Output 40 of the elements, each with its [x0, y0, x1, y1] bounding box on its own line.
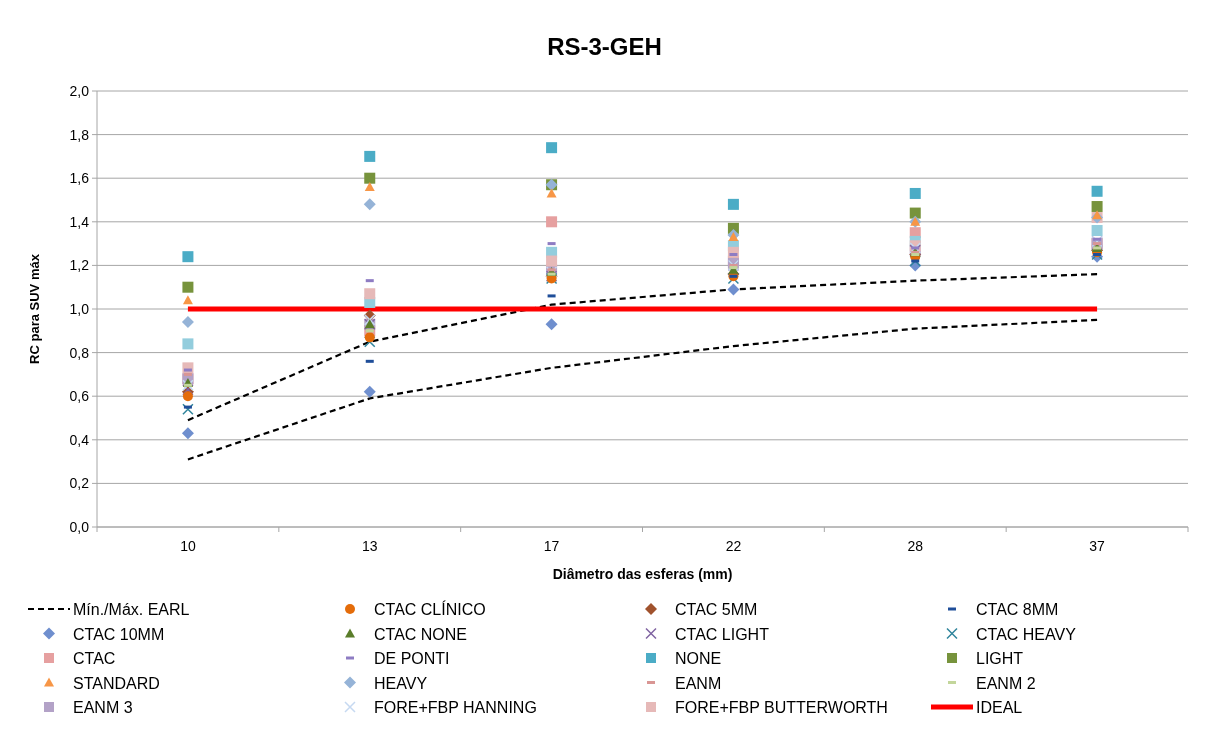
legend-label: CTAC HEAVY [976, 625, 1077, 643]
y-tick-label: 1,0 [69, 301, 90, 317]
y-tick-label: 0,2 [69, 475, 90, 492]
legend-label: CTAC LIGHT [675, 625, 770, 643]
x-tick-label: 22 [725, 538, 742, 554]
y-tick-label: 0,8 [69, 344, 90, 361]
x-axis-title: Diâmetro das esferas (mm) [552, 566, 733, 582]
legend-label: CTAC 8MM [976, 601, 1059, 618]
y-tick-label: 0,4 [69, 431, 90, 448]
legend-label: IDEAL [976, 699, 1023, 716]
x-tick-label: 10 [180, 538, 196, 554]
legend-label: DE PONTI [374, 650, 450, 667]
y-tick-label: 0,0 [69, 519, 90, 535]
legend-label: EANM 3 [73, 699, 133, 716]
y-tick-label: 1,4 [69, 213, 90, 230]
legend-label: EANM [675, 674, 722, 692]
legend-label: CTAC CLÍNICO [374, 600, 486, 618]
legend-label: Mín./Máx. EARL [73, 601, 190, 618]
legend-label: CTAC 5MM [675, 601, 758, 618]
y-tick-label: 1,8 [69, 126, 90, 143]
x-tick-label: 17 [543, 538, 560, 554]
legend-label: CTAC 10MM [73, 625, 165, 643]
legend-label: STANDARD [73, 674, 160, 692]
legend-label: CTAC [73, 650, 116, 667]
legend-label: CTAC NONE [374, 625, 468, 643]
legend-label: EANM 2 [976, 674, 1036, 692]
legend-label: FORE+FBP HANNING [374, 699, 537, 716]
legend-label: HEAVY [374, 674, 428, 692]
legend-label: LIGHT [976, 650, 1024, 667]
y-tick-label: 1,6 [69, 170, 90, 187]
legend-label: NONE [675, 650, 722, 667]
y-tick-label: 0,6 [69, 388, 90, 405]
legend-label: FORE+FBP BUTTERWORTH [675, 699, 888, 716]
x-tick-label: 13 [361, 538, 378, 554]
chart-title: RS-3-GEH [547, 33, 662, 60]
y-tick-label: 1,2 [69, 257, 90, 274]
x-tick-label: 28 [907, 538, 924, 554]
y-tick-label: 2,0 [69, 83, 90, 99]
y-axis-title: RC para SUV máx [27, 253, 42, 364]
x-tick-label: 37 [1089, 538, 1106, 554]
